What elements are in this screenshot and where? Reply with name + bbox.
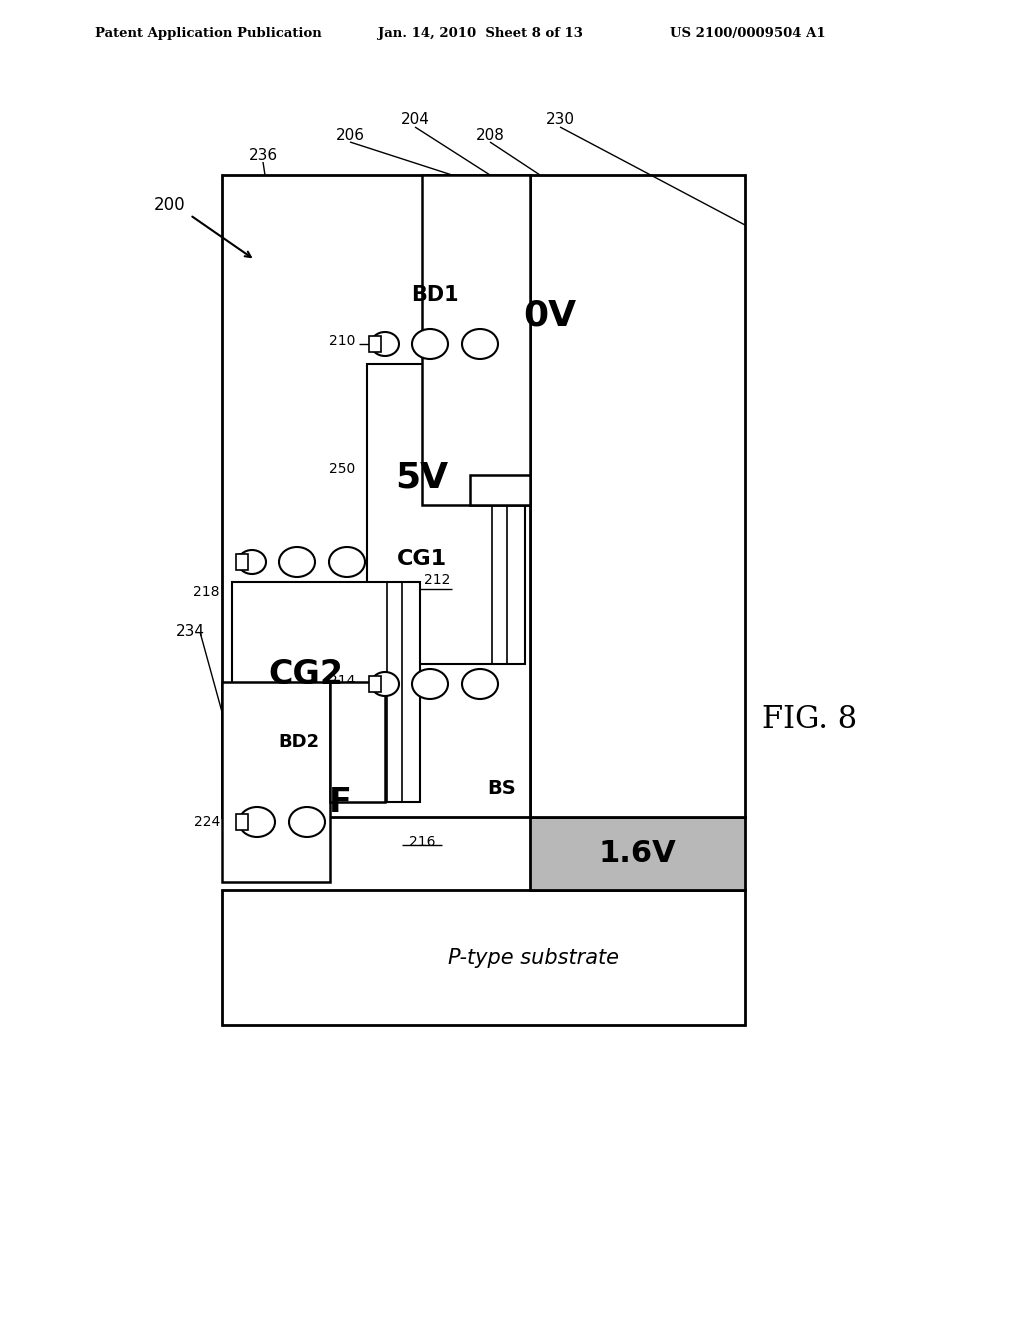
Text: BD1: BD1 — [412, 285, 459, 305]
Ellipse shape — [462, 329, 498, 359]
Text: 216: 216 — [409, 836, 435, 849]
Bar — [422, 176, 530, 506]
Bar — [367, 364, 525, 664]
Ellipse shape — [238, 550, 266, 574]
Text: 204: 204 — [400, 112, 429, 128]
Ellipse shape — [289, 807, 325, 837]
Bar — [222, 176, 530, 817]
Text: 222: 222 — [308, 725, 334, 739]
Ellipse shape — [462, 669, 498, 700]
Text: 214: 214 — [329, 675, 355, 688]
Ellipse shape — [279, 546, 315, 577]
Text: 218: 218 — [194, 585, 220, 599]
Bar — [222, 682, 330, 882]
Text: FIG. 8: FIG. 8 — [763, 705, 857, 735]
Text: 212: 212 — [424, 573, 451, 587]
Ellipse shape — [412, 329, 449, 359]
Text: CG2: CG2 — [268, 657, 343, 690]
Ellipse shape — [371, 333, 399, 356]
Text: BD2: BD2 — [279, 733, 319, 751]
Text: 224: 224 — [194, 814, 220, 829]
Text: 210: 210 — [329, 334, 355, 348]
Text: 220: 220 — [237, 552, 263, 566]
Ellipse shape — [412, 669, 449, 700]
Ellipse shape — [239, 807, 275, 837]
Text: 234: 234 — [175, 624, 205, 639]
Text: Jan. 14, 2010  Sheet 8 of 13: Jan. 14, 2010 Sheet 8 of 13 — [378, 28, 583, 41]
Text: 0V: 0V — [523, 298, 577, 333]
Text: F: F — [329, 785, 351, 818]
Text: 200: 200 — [155, 195, 185, 214]
Bar — [470, 475, 530, 506]
Bar — [369, 337, 381, 352]
Text: 236: 236 — [249, 148, 278, 162]
Bar — [222, 890, 745, 1026]
Ellipse shape — [329, 546, 365, 577]
Text: Patent Application Publication: Patent Application Publication — [95, 28, 322, 41]
Bar — [236, 554, 248, 570]
Text: US 2100/0009504 A1: US 2100/0009504 A1 — [670, 28, 825, 41]
Text: 208: 208 — [475, 128, 505, 143]
Text: 1.6V: 1.6V — [599, 840, 677, 869]
Bar — [330, 682, 385, 803]
Text: 250: 250 — [329, 462, 355, 477]
Bar — [232, 582, 420, 803]
Bar — [369, 676, 381, 692]
Text: CG1: CG1 — [397, 549, 447, 569]
Ellipse shape — [371, 672, 399, 696]
Bar — [530, 817, 745, 890]
Text: 206: 206 — [336, 128, 365, 143]
Text: BS: BS — [487, 780, 516, 799]
Bar — [530, 176, 745, 817]
Text: 5V: 5V — [395, 461, 449, 495]
Bar — [236, 814, 248, 830]
Text: P-type substrate: P-type substrate — [449, 948, 618, 968]
Text: 230: 230 — [546, 112, 574, 128]
